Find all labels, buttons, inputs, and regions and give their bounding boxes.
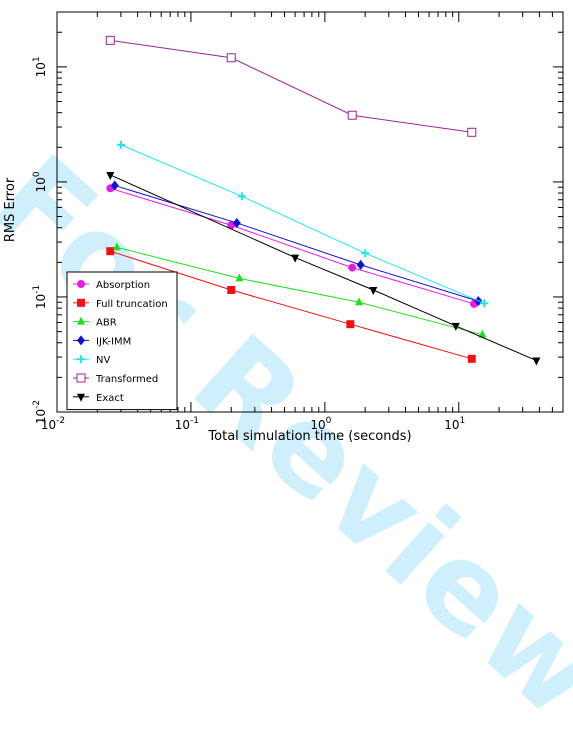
series-exact	[106, 171, 541, 366]
data-point-nv	[116, 140, 125, 149]
data-point-abr	[478, 329, 487, 338]
legend-item-full-truncation: Full truncation	[73, 298, 168, 310]
legend-label: Transformed	[95, 374, 158, 385]
plot-frame	[56, 11, 564, 413]
data-point-full-truncation	[106, 247, 115, 256]
legend-item-transformed: Transformed	[73, 373, 158, 385]
y-tick-label: 101	[32, 56, 48, 77]
legend-marker	[77, 393, 85, 402]
legend-label: IJK-IMM	[96, 336, 131, 347]
data-point-nv	[480, 299, 489, 308]
series-line-absorption	[110, 187, 475, 305]
x-tick-label: 100	[310, 416, 331, 432]
legend-label: ABR	[96, 318, 117, 329]
data-point-exact	[369, 286, 378, 295]
series-transformed	[105, 35, 477, 137]
series-layer	[105, 35, 541, 366]
data-point-transformed	[105, 35, 115, 45]
y-tick-label: 10-2	[32, 400, 48, 424]
data-point-exact	[532, 357, 541, 366]
legend: Absorption Full truncation ABR IJK-IMM NV Tra…	[66, 271, 178, 411]
legend-item-ijk-imm: IJK-IMM	[73, 335, 131, 347]
legend-label: Exact	[96, 393, 124, 404]
legend-label: Full truncation	[96, 299, 168, 310]
data-point-abr	[235, 273, 244, 282]
series-absorption	[106, 184, 479, 308]
series-full-truncation	[106, 247, 476, 363]
data-point-ijk-imm	[232, 217, 241, 228]
y-axis-label: RMS Error	[3, 177, 18, 242]
legend-marker	[77, 335, 85, 346]
data-point-full-truncation	[346, 320, 355, 329]
data-point-nv	[361, 249, 370, 258]
legend-item-abr: ABR	[73, 316, 117, 329]
legend-item-exact: Exact	[73, 393, 124, 404]
rms-error-chart: 10-2 10-1 100 101 10-2 10-1 100 101 Absorption F…	[3, 11, 564, 444]
legend-marker	[77, 298, 85, 307]
legend-label: Absorption	[96, 280, 150, 291]
data-point-transformed	[226, 53, 236, 63]
y-tick-label: 100	[32, 171, 48, 192]
data-point-nv	[237, 192, 246, 201]
data-point-ijk-imm	[356, 259, 365, 270]
data-point-absorption	[348, 263, 357, 272]
legend-marker	[77, 316, 85, 325]
x-tick-label: 10-1	[175, 416, 199, 432]
data-point-full-truncation	[467, 354, 476, 363]
legend-item-absorption: Absorption	[73, 280, 150, 291]
data-point-abr	[112, 242, 121, 251]
series-nv	[116, 140, 489, 308]
data-point-exact	[451, 322, 460, 331]
data-point-ijk-imm	[110, 180, 119, 191]
data-point-exact	[291, 254, 300, 263]
data-point-abr	[355, 297, 364, 306]
series-line-full-truncation	[110, 250, 472, 360]
tick-labels: 10-2 10-1 100 101 10-2 10-1 100 101	[32, 56, 465, 432]
legend-marker	[77, 355, 85, 364]
series-abr	[112, 242, 487, 338]
plot-border	[56, 11, 564, 413]
series-line-transformed	[110, 39, 472, 133]
series-line-nv	[120, 144, 485, 304]
data-point-full-truncation	[227, 285, 236, 294]
data-point-transformed	[347, 110, 357, 120]
legend-marker	[77, 280, 85, 288]
legend-marker	[76, 373, 86, 383]
x-tick-label: 10-2	[41, 416, 65, 432]
x-tick-label: 101	[444, 416, 465, 432]
data-point-exact	[106, 171, 115, 180]
legend-label: NV	[96, 355, 110, 366]
series-line-abr	[116, 246, 483, 336]
data-point-transformed	[467, 127, 477, 137]
y-tick-label: 10-1	[32, 285, 48, 309]
axis-ticks	[56, 11, 564, 413]
x-axis-label: Total simulation time (seconds)	[207, 429, 411, 444]
legend-item-nv: NV	[73, 355, 110, 366]
